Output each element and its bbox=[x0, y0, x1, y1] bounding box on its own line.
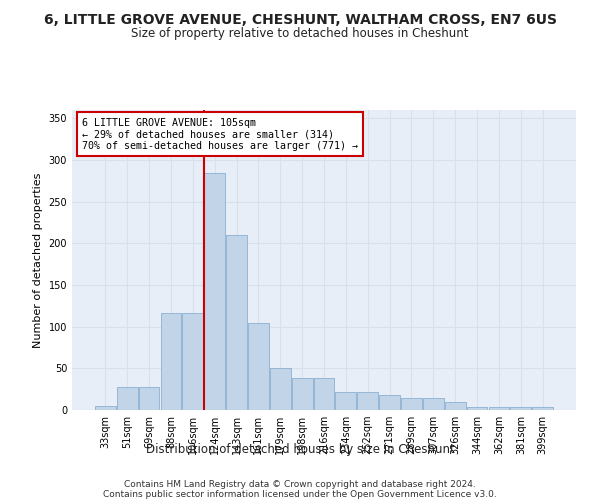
Bar bbox=[161, 314, 181, 410]
Text: Contains public sector information licensed under the Open Government Licence v3: Contains public sector information licen… bbox=[103, 490, 497, 499]
Bar bbox=[532, 406, 553, 410]
Bar bbox=[139, 386, 160, 410]
Bar bbox=[511, 406, 531, 410]
Bar bbox=[226, 235, 247, 410]
Bar bbox=[204, 174, 225, 410]
Bar bbox=[379, 395, 400, 410]
Text: Distribution of detached houses by size in Cheshunt: Distribution of detached houses by size … bbox=[146, 442, 454, 456]
Bar bbox=[95, 406, 116, 410]
Text: Size of property relative to detached houses in Cheshunt: Size of property relative to detached ho… bbox=[131, 28, 469, 40]
Bar bbox=[314, 378, 334, 410]
Bar bbox=[423, 398, 444, 410]
Bar bbox=[358, 392, 378, 410]
Text: Contains HM Land Registry data © Crown copyright and database right 2024.: Contains HM Land Registry data © Crown c… bbox=[124, 480, 476, 489]
Bar bbox=[117, 386, 137, 410]
Text: 6 LITTLE GROVE AVENUE: 105sqm
← 29% of detached houses are smaller (314)
70% of : 6 LITTLE GROVE AVENUE: 105sqm ← 29% of d… bbox=[82, 118, 358, 150]
Bar bbox=[270, 368, 290, 410]
Bar bbox=[292, 378, 313, 410]
Bar bbox=[401, 398, 422, 410]
Bar bbox=[467, 406, 487, 410]
Bar bbox=[182, 314, 203, 410]
Bar bbox=[335, 392, 356, 410]
Y-axis label: Number of detached properties: Number of detached properties bbox=[33, 172, 43, 348]
Text: 6, LITTLE GROVE AVENUE, CHESHUNT, WALTHAM CROSS, EN7 6US: 6, LITTLE GROVE AVENUE, CHESHUNT, WALTHA… bbox=[44, 12, 557, 26]
Bar bbox=[445, 402, 466, 410]
Bar bbox=[248, 322, 269, 410]
Bar bbox=[488, 406, 509, 410]
